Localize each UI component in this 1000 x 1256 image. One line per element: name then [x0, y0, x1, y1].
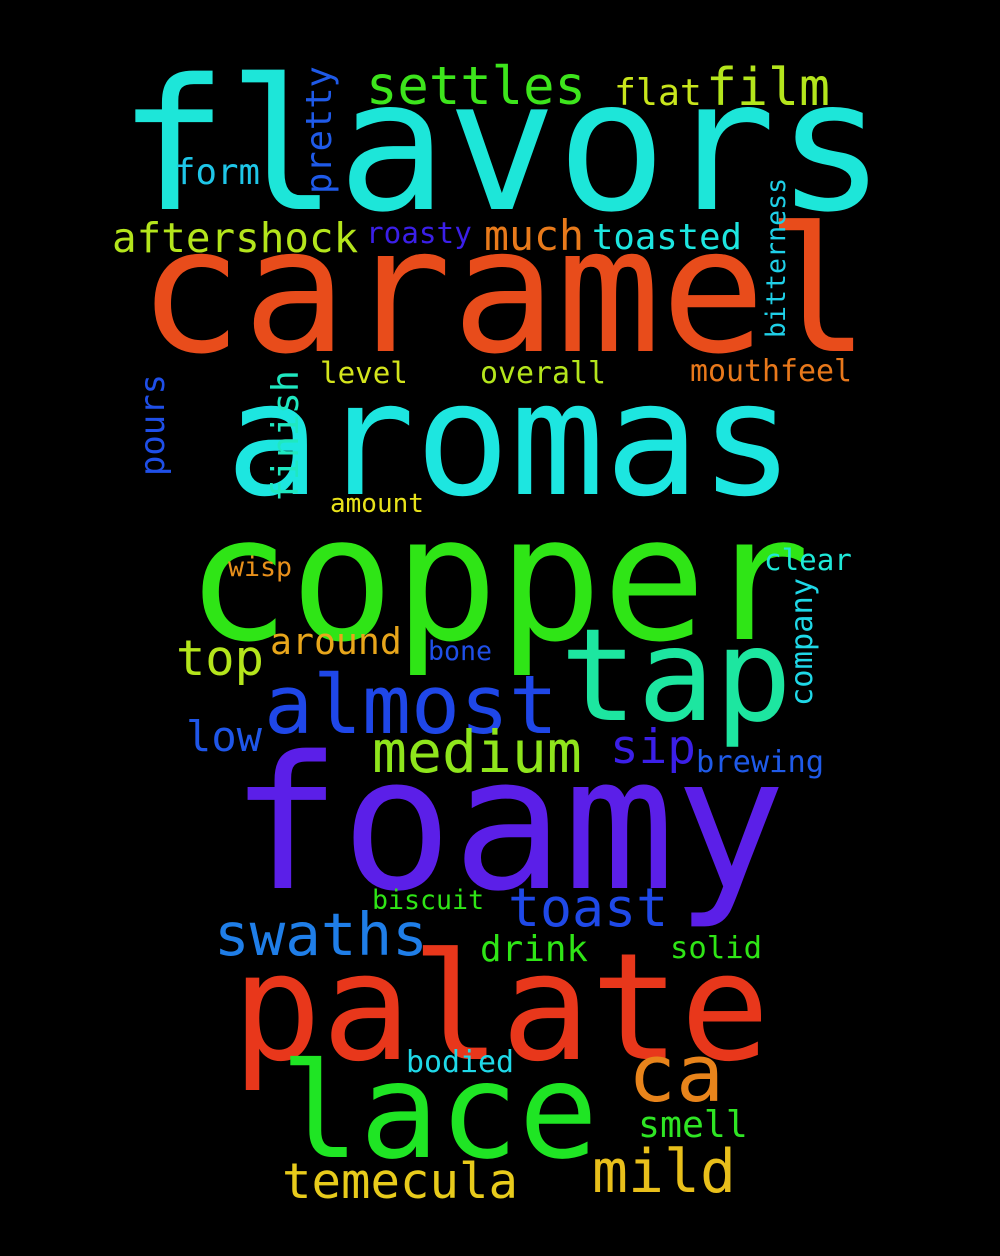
word-bitterness: bitterness [760, 177, 792, 338]
word-pretty: pretty [298, 66, 340, 194]
word-pours: pours [133, 373, 172, 476]
word-solid: solid [670, 930, 763, 966]
word-finish: finish [263, 370, 307, 502]
word-mild: mild [592, 1137, 737, 1207]
word-settles: settles [366, 57, 586, 117]
word-film: film [706, 58, 831, 118]
word-flavors: flavors [118, 40, 886, 252]
word-level: level [320, 355, 408, 390]
word-aromas: aromas [225, 349, 795, 532]
word-low: low [186, 712, 263, 761]
word-foamy: foamy [230, 716, 786, 932]
word-amount: amount [330, 489, 424, 519]
word-roasty: roasty [366, 215, 472, 250]
word-toasted: toasted [592, 217, 742, 258]
word-copper: copper [186, 478, 811, 680]
word-caramel: caramel [138, 190, 870, 392]
word-mouthfeel: mouthfeel [690, 354, 852, 389]
word-smell: smell [638, 1102, 748, 1146]
word-bodied: bodied [406, 1045, 514, 1080]
word-brewing: brewing [696, 745, 825, 780]
word-clear: clear [764, 542, 852, 577]
word-swaths: swaths [214, 899, 428, 969]
word-flat: flat [614, 70, 702, 114]
word-aftershock: aftershock [112, 213, 359, 262]
word-tap: tap [560, 601, 793, 751]
word-biscuit: biscuit [372, 884, 485, 916]
word-much: much [484, 211, 584, 260]
word-form: form [174, 152, 260, 193]
word-toast: toast [508, 876, 669, 939]
word-temecula: temecula [282, 1152, 519, 1210]
word-medium: medium [372, 718, 582, 786]
word-wisp: wisp [228, 551, 293, 583]
word-sip: sip [610, 720, 696, 775]
word-palate: palate [232, 921, 770, 1095]
word-company: company [785, 577, 820, 706]
word-ca: ca [628, 1027, 724, 1120]
word-bone: bone [428, 635, 493, 667]
word-almost: almost [264, 657, 559, 753]
word-top: top [176, 630, 264, 687]
word-drink: drink [480, 929, 589, 970]
word-around: around [270, 619, 402, 663]
word-overall: overall [480, 356, 606, 391]
word-lace: lace [280, 1035, 599, 1189]
